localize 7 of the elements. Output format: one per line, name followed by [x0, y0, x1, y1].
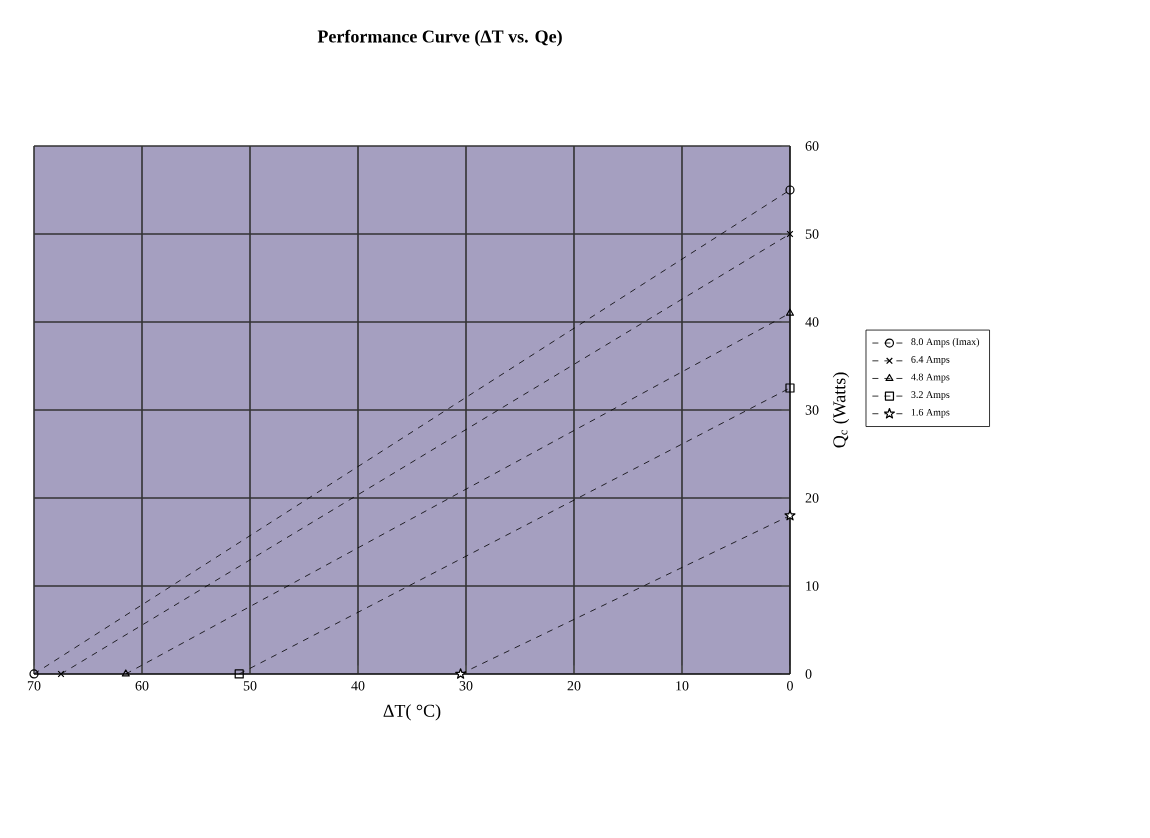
point	[785, 185, 795, 195]
point	[455, 668, 467, 679]
y-axis-title: Q$_{c}$ (Watts)	[832, 372, 850, 448]
point	[234, 669, 244, 679]
x-axis-title: ΔT( °C)	[383, 704, 441, 721]
point	[785, 383, 795, 393]
chart-title: Performance Curve (ΔT vs. Qe)	[317, 29, 562, 47]
